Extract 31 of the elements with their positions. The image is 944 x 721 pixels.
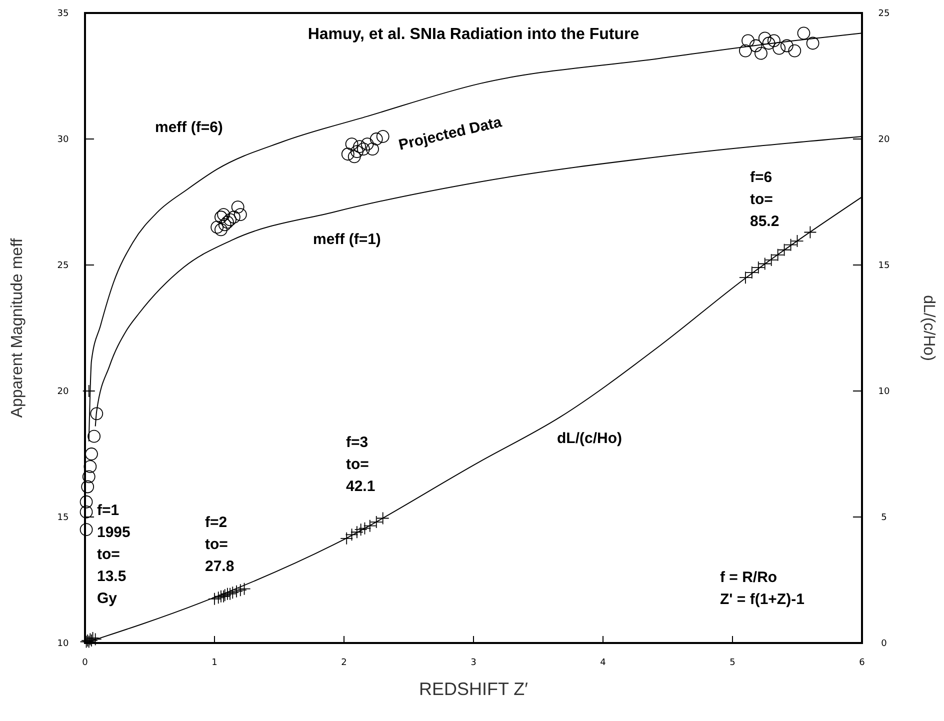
y2-tick-label: 20 [878, 135, 890, 145]
x-tick-label: 6 [859, 658, 866, 668]
x-tick-label: 2 [341, 658, 347, 668]
annotation: meff (f=1) [313, 231, 381, 248]
annotation: f=3 to= 42.1 [346, 434, 376, 495]
annotation: f=2 to= 27.8 [205, 514, 234, 575]
y2-tick-label: 10 [878, 387, 890, 397]
x-axis-title: REDSHIFT Z′ [418, 679, 529, 699]
annotation: f=6 to= 85.2 [750, 169, 780, 230]
y2-tick-label: 0 [881, 639, 888, 649]
x-tick-label: 1 [212, 658, 218, 668]
y-tick-label: 30 [57, 135, 69, 145]
x-tick-label: 4 [600, 658, 606, 668]
y2-tick-label: 25 [878, 9, 890, 19]
y-tick-label: 35 [57, 9, 69, 19]
text: Hamuy, et al. SNIa Radiation into the Future [308, 26, 640, 43]
x-tick-label: 5 [730, 658, 736, 668]
annotation: dL/(c/Ho) [557, 430, 622, 447]
y-tick-label: 15 [57, 513, 69, 523]
y2-axis-title: dL/(c/Ho) [920, 295, 937, 361]
x-tick-label: 3 [470, 658, 476, 668]
y-axis-title: Apparent Magnitude meff [9, 238, 26, 418]
y-tick-label: 10 [57, 639, 69, 649]
annotation: f=1 1995 to= 13.5 Gy [97, 502, 130, 607]
annotation: f = R/Ro Z' = f(1+Z)-1 [720, 569, 804, 608]
annotation: meff (f=6) [155, 119, 223, 136]
y2-tick-label: 15 [878, 261, 890, 271]
y2-tick-label: 5 [881, 513, 887, 523]
y-tick-label: 25 [57, 261, 69, 271]
y-tick-label: 20 [57, 387, 69, 397]
x-tick-label: 0 [82, 658, 88, 668]
